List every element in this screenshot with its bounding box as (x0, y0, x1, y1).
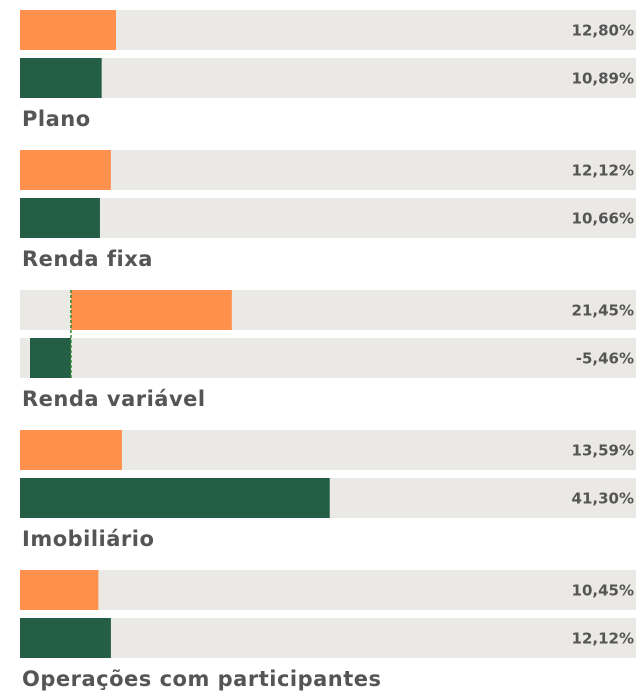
bar-track (20, 618, 636, 658)
bar-track (20, 430, 636, 470)
bar (20, 10, 116, 50)
value-label: 21,45% (572, 302, 634, 320)
value-label: 10,45% (572, 582, 634, 600)
bar (20, 150, 111, 190)
bar-track (20, 10, 636, 50)
group-heading: Renda fixa (22, 247, 153, 271)
bar (20, 478, 330, 518)
group-heading: Imobiliário (22, 527, 154, 551)
bar-track (20, 198, 636, 238)
bar (20, 198, 100, 238)
value-label: 12,12% (572, 162, 634, 180)
group-heading: Renda variável (22, 387, 206, 411)
value-label: 13,59% (572, 442, 634, 460)
bar (20, 618, 111, 658)
bar (30, 338, 71, 378)
value-label: 10,66% (572, 210, 634, 228)
value-label: 12,80% (572, 22, 634, 40)
bar (20, 570, 99, 610)
bar-track (20, 58, 636, 98)
value-label: 10,89% (572, 70, 634, 88)
group-heading: Plano (22, 107, 91, 131)
value-label: 41,30% (572, 490, 634, 508)
bar (20, 430, 122, 470)
bar-track (20, 570, 636, 610)
value-label: -5,46% (576, 350, 634, 368)
bar-track (20, 338, 636, 378)
value-label: 12,12% (572, 630, 634, 648)
bar-track (20, 150, 636, 190)
group-heading: Operações com participantes (22, 667, 382, 691)
bar (20, 58, 102, 98)
bar (70, 290, 232, 330)
